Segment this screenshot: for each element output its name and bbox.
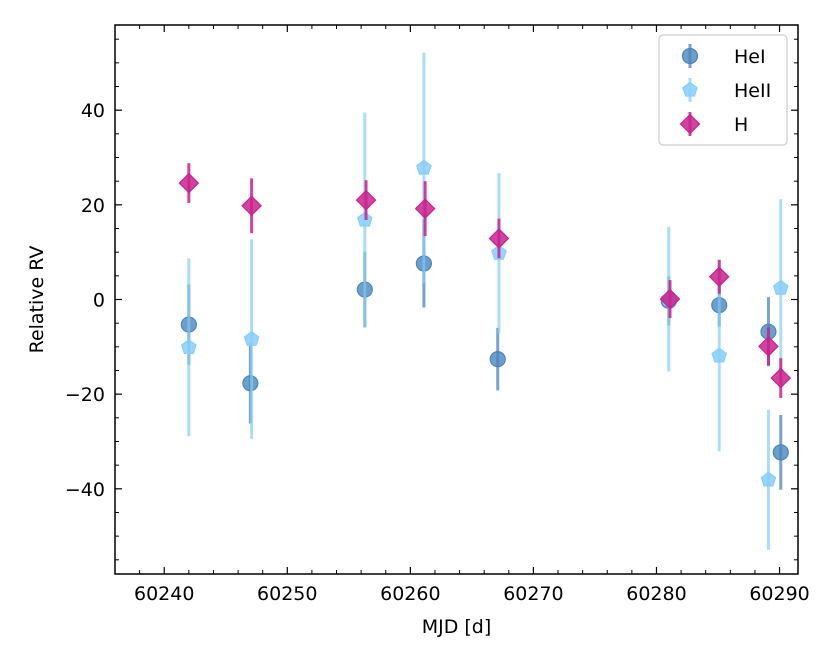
x-tick-label: 60280 <box>626 583 686 605</box>
data-point <box>772 444 789 461</box>
legend-marker <box>681 47 699 65</box>
data-point <box>355 189 377 211</box>
data-point <box>770 367 792 389</box>
data-point <box>760 471 777 487</box>
y-tick-label: 20 <box>81 195 105 217</box>
data-point <box>758 336 779 357</box>
data-point <box>180 339 197 354</box>
y-tick-label: −20 <box>65 384 105 406</box>
data-point <box>243 331 260 346</box>
data-point <box>416 159 432 175</box>
legend: HeI HeII H <box>658 34 788 146</box>
axis-ticks: 60240 60250 60260 60270 60280 60290 −40 −20 0 20 4… <box>65 25 810 605</box>
data-point <box>178 172 200 194</box>
data-point <box>772 279 789 295</box>
series-h <box>178 163 792 398</box>
y-axis-label: Relative RV <box>26 246 48 354</box>
x-tick-label: 60250 <box>257 583 317 605</box>
legend-marker <box>679 113 701 135</box>
data-point <box>711 347 728 363</box>
x-tick-label: 60290 <box>749 583 809 605</box>
data-point <box>488 228 510 249</box>
series-hei <box>180 219 789 490</box>
x-axis-label: MJD [d] <box>422 616 492 638</box>
data-point <box>659 288 681 310</box>
x-tick-label: 60240 <box>134 583 194 605</box>
data-point <box>414 198 436 219</box>
plot-data-area <box>178 52 792 550</box>
series-heii <box>180 52 789 550</box>
data-point <box>241 195 262 217</box>
x-tick-label: 60270 <box>503 583 563 605</box>
y-tick-label: 0 <box>93 290 105 312</box>
legend-label: HeI <box>734 46 766 68</box>
y-tick-label: −40 <box>65 479 105 501</box>
legend-label: H <box>734 114 748 136</box>
data-point <box>708 266 730 288</box>
y-tick-label: 40 <box>81 100 105 122</box>
data-point <box>489 351 506 368</box>
x-tick-label: 60260 <box>380 583 440 605</box>
legend-marker <box>682 81 698 97</box>
legend-label: HeII <box>734 80 771 102</box>
